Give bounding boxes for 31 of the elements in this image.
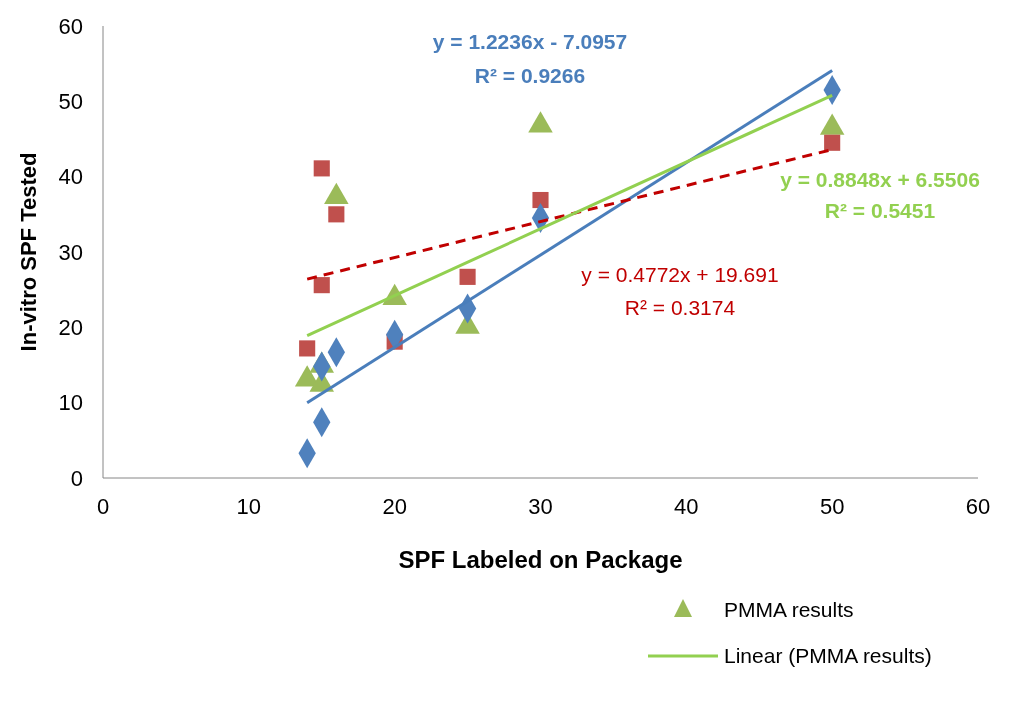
point: [328, 206, 345, 223]
x-tick-label: 30: [528, 493, 553, 519]
annotation: R² = 0.3174: [624, 296, 736, 320]
y-tick-label: 10: [58, 390, 83, 416]
x-tick-label: 60: [965, 493, 991, 519]
y-tick-label: 0: [70, 465, 83, 491]
x-axis-title: SPF Labeled on Package: [398, 546, 683, 573]
legend-label: PMMA results: [724, 598, 854, 622]
y-tick-label: 50: [58, 89, 83, 115]
annotation: R² = 0.5451: [824, 199, 936, 223]
point: [313, 277, 330, 294]
y-tick-label: 20: [58, 315, 83, 341]
x-tick-label: 40: [674, 493, 699, 519]
legend-label: Linear (PMMA results): [724, 644, 932, 668]
annotation: R² = 0.9266: [474, 64, 586, 88]
point: [313, 160, 330, 177]
x-tick-label: 50: [819, 493, 845, 519]
point: [459, 268, 476, 285]
x-tick-label: 10: [236, 493, 262, 519]
y-tick-label: 30: [58, 239, 83, 265]
annotation: y = 0.4772x + 19.691: [581, 263, 779, 287]
y-tick-label: 40: [58, 164, 83, 190]
point: [824, 134, 841, 151]
point: [532, 191, 549, 209]
point: [299, 340, 316, 357]
x-tick-label: 20: [382, 493, 407, 519]
y-axis-title: In-vitro SPF Tested: [15, 152, 41, 352]
annotation: y = 1.2236x - 7.0957: [432, 30, 628, 54]
y-tick-label: 60: [58, 13, 83, 39]
x-tick-label: 0: [96, 493, 110, 519]
annotation: y = 0.8848x + 6.5506: [780, 168, 980, 192]
